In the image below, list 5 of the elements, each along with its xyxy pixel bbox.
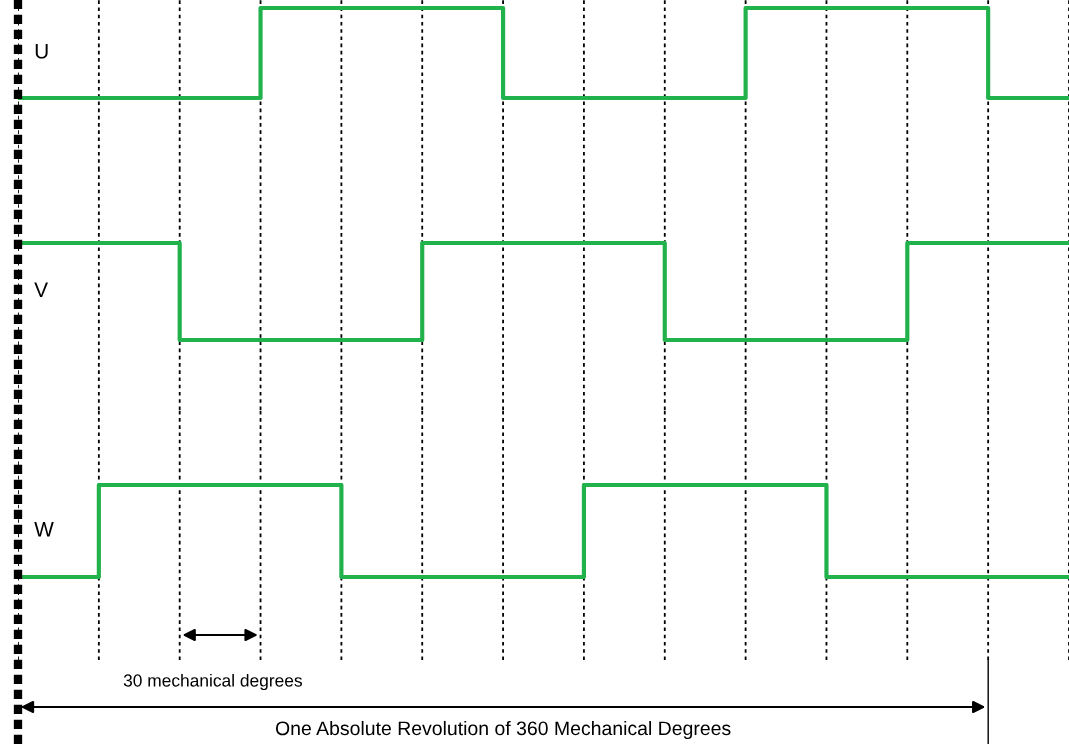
text: 30 mechanical degrees xyxy=(123,673,302,691)
text: One Absolute Revolution of 360 Mechanical Degrees xyxy=(275,720,731,740)
series-label: U xyxy=(35,44,48,59)
series-label: W xyxy=(34,522,54,537)
series-label: V xyxy=(34,282,48,297)
